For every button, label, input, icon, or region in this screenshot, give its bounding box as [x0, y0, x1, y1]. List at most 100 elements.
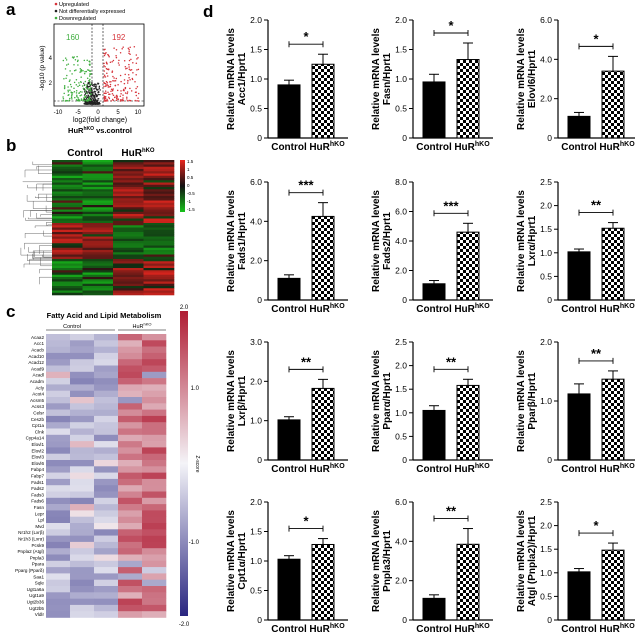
- heatmap-b-cell: [113, 270, 144, 273]
- heatmap-b-cell: [113, 232, 144, 235]
- heatmap-c-cell: [70, 334, 95, 341]
- heatmap-b-cell: [82, 241, 114, 244]
- heatmap-b-cell: [113, 162, 144, 165]
- heatmap-b-cell: [82, 196, 114, 199]
- heatmap-b-cell: [143, 250, 175, 253]
- bar-hko: [311, 387, 335, 461]
- heatmap-b-cell: [113, 180, 144, 183]
- y-axis-label: Relative mRNA levelsAtgl (Pnpla2)/Hprt1: [516, 510, 538, 612]
- heatmap-c-cell: [142, 598, 167, 606]
- heatmap-b-group-hko: HuRhKO: [121, 148, 155, 159]
- heatmap-c-gene-label: Pnpla3: [30, 555, 45, 560]
- heatmap-c-cell: [94, 390, 119, 398]
- heatmap-c-cell: [142, 491, 167, 499]
- heatmap-c-cell: [70, 460, 95, 467]
- heatmap-c-cell: [94, 478, 119, 486]
- heatmap-c-cell: [70, 510, 95, 517]
- volcano-point-down: [89, 87, 92, 89]
- heatmap-c-cell: [142, 378, 167, 385]
- heatmap-c-cell: [118, 491, 143, 499]
- x-category-label-sup: hKO: [330, 623, 345, 630]
- volcano-point-up: [108, 97, 111, 100]
- x-category-label-sup: hKO: [475, 623, 490, 630]
- volcano-point-up: [123, 88, 125, 91]
- y-axis-label-line: Relative mRNA levels: [226, 350, 237, 452]
- heatmap-b-cell: [113, 193, 144, 197]
- heatmap-b-cell: [143, 292, 175, 296]
- y-tick-label: 6.0: [395, 207, 407, 217]
- volcano-point-up: [128, 59, 131, 62]
- heatmap-b-cell: [143, 254, 175, 258]
- volcano-point-down: [77, 64, 79, 66]
- volcano-point-up: [104, 82, 107, 85]
- volcano-point-up: [103, 98, 106, 100]
- heatmap-c-cell: [142, 434, 167, 442]
- significance-stars: **: [446, 504, 457, 519]
- volcano-point-up: [115, 77, 118, 80]
- heatmap-c-cell: [70, 441, 95, 448]
- volcano-point-up: [132, 61, 134, 64]
- volcano-point-up: [132, 71, 134, 74]
- heatmap-c-cell: [70, 592, 95, 599]
- volcano-point-down: [64, 68, 67, 70]
- heatmap-b-cell: [82, 232, 114, 235]
- volcano-point-ns: [95, 83, 97, 86]
- heatmap-c-gene-label: Acad10: [28, 354, 44, 359]
- volcano-point-up: [121, 47, 123, 50]
- y-axis-label: Relative mRNA levelsFasn/Hprt1: [371, 28, 393, 130]
- heatmap-c-cell: [70, 434, 95, 442]
- volcano-point-ns: [87, 103, 89, 105]
- heatmap-c-cell: [94, 434, 119, 442]
- volcano-point-down: [89, 83, 91, 86]
- heatmap-b-cell: [143, 220, 175, 224]
- heatmap-c-cell: [46, 491, 71, 499]
- heatmap-c-cell: [70, 472, 95, 480]
- heatmap-b-cell: [82, 209, 114, 213]
- volcano-point-ns: [98, 101, 100, 104]
- volcano-point-up: [115, 48, 118, 51]
- heatmap-c-group-control: Control: [63, 324, 81, 330]
- heatmap-b-cell: [82, 200, 114, 204]
- y-tick-label: 8.0: [395, 177, 407, 187]
- y-tick-label: 0.5: [395, 431, 407, 441]
- heatmap-c-cell: [118, 428, 143, 436]
- y-axis-label-line: Relative mRNA levels: [371, 190, 382, 292]
- significance-stars: **: [591, 346, 602, 361]
- heatmap-b-cell: [82, 272, 114, 276]
- bar-control: [567, 571, 591, 621]
- x-category-label: Control: [561, 624, 597, 635]
- x-category-label: Control: [416, 464, 452, 475]
- volcano-point-up: [128, 48, 130, 51]
- heatmap-c-cell: [94, 491, 119, 499]
- heatmap-b-cell: [52, 216, 83, 219]
- volcano-point-down: [71, 92, 74, 94]
- volcano-point-up: [129, 69, 132, 71]
- heatmap-c-cell: [46, 460, 71, 467]
- y-tick-label: 6.0: [540, 15, 552, 25]
- y-tick-label: 2.0: [395, 15, 407, 25]
- bar-hko: [601, 549, 625, 621]
- volcano-point-down: [89, 73, 91, 75]
- volcano-point-down: [90, 93, 92, 95]
- volcano-caption-rest: vs.control: [94, 126, 132, 135]
- volcano-point-ns: [94, 99, 97, 101]
- volcano-point-down: [75, 98, 78, 101]
- heatmap-b-cell: [143, 180, 175, 183]
- volcano-point-up: [119, 95, 122, 98]
- x-category-label-sup: hKO: [475, 141, 490, 148]
- heatmap-c-gene-label: Nr1h2 (Lxrβ): [18, 530, 44, 535]
- heatmap-c-cell: [118, 453, 143, 461]
- volcano-point-down: [63, 78, 65, 80]
- heatmap-b-cell: [82, 171, 114, 174]
- heatmap-c-cell: [94, 529, 119, 536]
- heatmap-b-cell: [82, 259, 114, 262]
- significance-stars: *: [593, 518, 599, 533]
- heatmap-c-cell: [46, 535, 71, 543]
- x-category-label: Control: [416, 624, 452, 635]
- volcano-point-up: [114, 80, 117, 82]
- heatmap-c-cell: [142, 384, 167, 391]
- heatmap-c-cell: [46, 548, 71, 555]
- volcano-point-ns: [91, 96, 93, 98]
- panel-letter-a: a: [6, 0, 16, 19]
- volcano-point-up: [104, 90, 107, 92]
